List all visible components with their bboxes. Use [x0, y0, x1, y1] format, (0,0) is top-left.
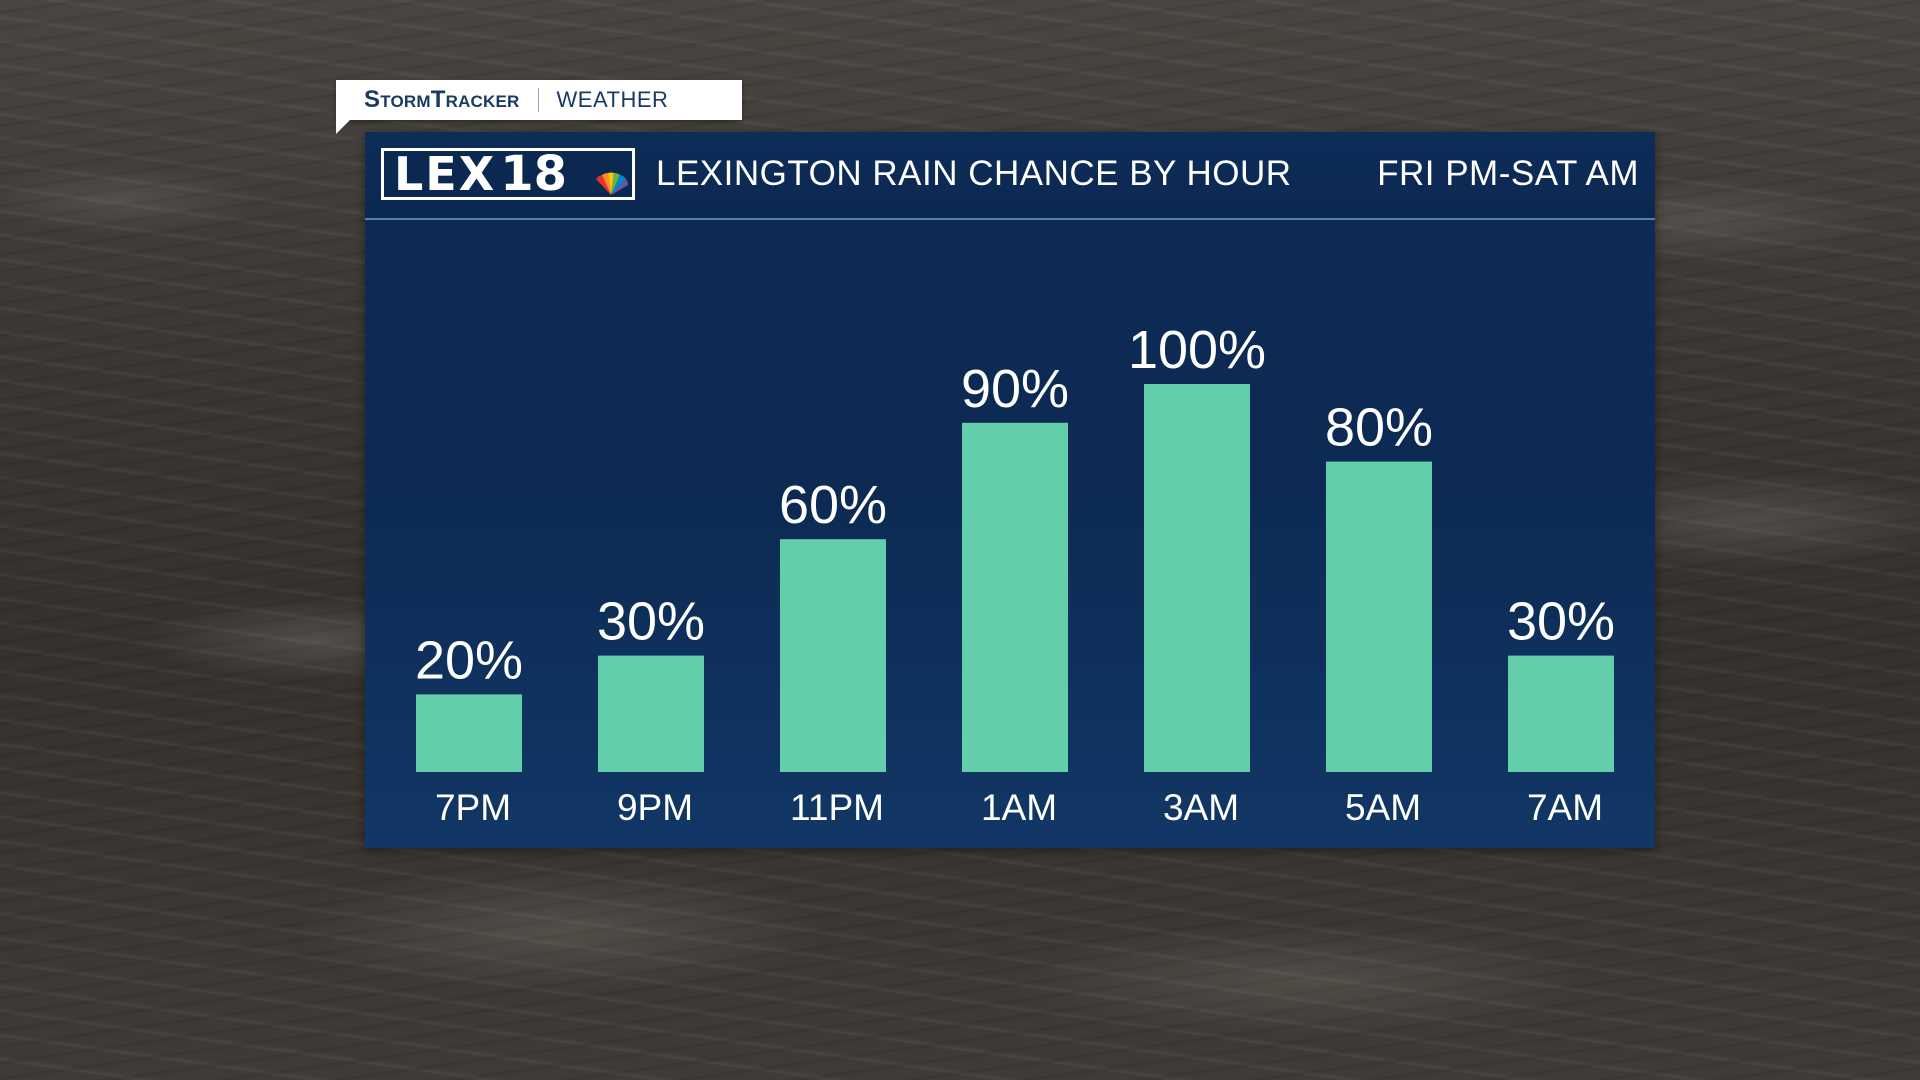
- lex18-logo: LEX 18: [381, 148, 635, 200]
- chart-title: LEXINGTON RAIN CHANCE BY HOUR: [656, 154, 1292, 193]
- logo-number: 18: [500, 146, 567, 202]
- chart-period: FRI PM-SAT AM: [1377, 154, 1639, 193]
- bar-7am: [1508, 655, 1614, 772]
- logo-letters: LEX: [394, 147, 497, 201]
- bar-11pm: [780, 539, 886, 772]
- value-label-9pm: 30%: [597, 592, 705, 652]
- panel-header: LEX 18 LEXINGTON RAIN CHANCE BY HOUR FRI…: [365, 132, 1655, 220]
- rain-chance-panel: LEX 18 LEXINGTON RAIN CHANCE BY HOUR FRI…: [365, 132, 1655, 848]
- bar-5am: [1326, 461, 1432, 772]
- category-label-11pm: 11PM: [790, 787, 884, 828]
- value-label-11pm: 60%: [779, 475, 887, 535]
- weather-section-label: Weather: [556, 87, 669, 112]
- tag-divider: [537, 88, 539, 112]
- category-label-9pm: 9PM: [617, 787, 693, 828]
- category-label-5am: 5AM: [1345, 787, 1421, 828]
- rain-chance-bar-chart: 20% 7PM 30% 9PM 60% 11PM 90% 1AM 100% 3AM 80% 5AM 30…: [415, 320, 1615, 828]
- value-label-7am: 30%: [1507, 592, 1615, 652]
- category-label-7pm: 7PM: [435, 787, 511, 828]
- stormtracker-weather-tag: StormTracker Weather: [336, 80, 742, 134]
- value-label-5am: 80%: [1325, 398, 1433, 458]
- category-label-7am: 7AM: [1527, 787, 1603, 828]
- value-label-3am: 100%: [1128, 320, 1266, 380]
- stormtracker-brand: StormTracker: [364, 86, 520, 113]
- category-label-3am: 3AM: [1163, 787, 1239, 828]
- bar-1am: [962, 422, 1068, 772]
- value-label-1am: 90%: [961, 359, 1069, 419]
- value-label-7pm: 20%: [415, 630, 523, 690]
- peacock-icon: [596, 172, 628, 195]
- bar-7pm: [416, 694, 522, 772]
- bar-9pm: [598, 655, 704, 772]
- bar-3am: [1144, 384, 1250, 772]
- category-label-1am: 1AM: [981, 787, 1057, 828]
